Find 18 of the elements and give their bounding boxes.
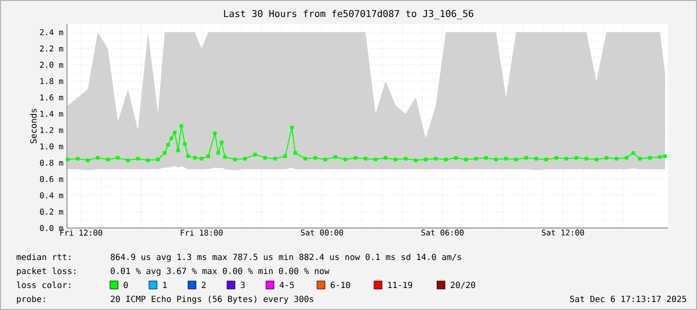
legend-title: loss color: xyxy=(16,282,70,288)
legend-label: 0 xyxy=(124,282,128,288)
chart-title: Last 30 Hours from fe507017d087 to J3_106_56 xyxy=(224,10,474,20)
legend-label: 6-10 xyxy=(330,282,350,288)
text: 20 ICMP Echo Pings (56 Bytes) every 300s xyxy=(110,296,314,304)
legend-label: 4-5 xyxy=(280,282,294,288)
legend-label: 11-19 xyxy=(388,282,412,288)
y-axis-title: Seconds xyxy=(30,108,37,144)
legend-label: 2 xyxy=(202,282,206,288)
text: probe: xyxy=(16,296,45,304)
text: 864.9 us avg 1.3 ms max 787.5 us min 882.4 us now 0.1 ms sd 14.0 am/s xyxy=(110,254,462,262)
legend-label: 3 xyxy=(240,282,245,288)
text: packet loss: xyxy=(16,268,76,276)
text: median rtt: xyxy=(16,254,70,260)
legend-label: 1 xyxy=(163,282,167,288)
text: 0.01 % avg 3.67 % max 0.00 % min 0.00 % now xyxy=(110,268,330,276)
text: Sat Dec 6 17:13:17 2025 xyxy=(570,296,686,302)
legend-label: 20/20 xyxy=(450,282,476,289)
